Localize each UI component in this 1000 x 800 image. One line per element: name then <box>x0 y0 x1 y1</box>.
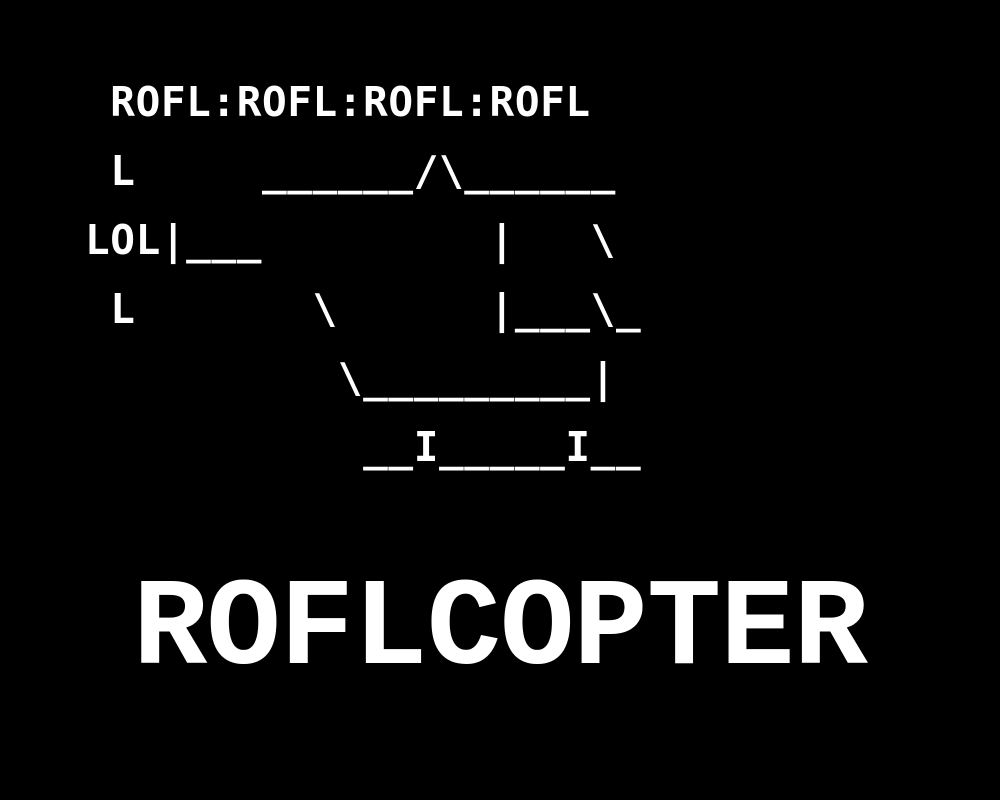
ascii-line-body-upper: L \ |___\_ <box>85 285 642 333</box>
ascii-line-skids: __I_____I__ <box>85 423 642 471</box>
poster-title: ROFLCOPTER <box>132 561 868 701</box>
ascii-helicopter-art: ROFL:ROFL:ROFL:ROFL L ______/\______ LOL… <box>85 68 641 482</box>
ascii-line-tail: LOL|___ | \ <box>85 216 616 264</box>
ascii-line-rotor: ROFL:ROFL:ROFL:ROFL <box>85 78 591 126</box>
ascii-line-rotor-top: L ______/\______ <box>85 147 616 195</box>
ascii-line-body-lower: \_________| <box>85 354 616 402</box>
